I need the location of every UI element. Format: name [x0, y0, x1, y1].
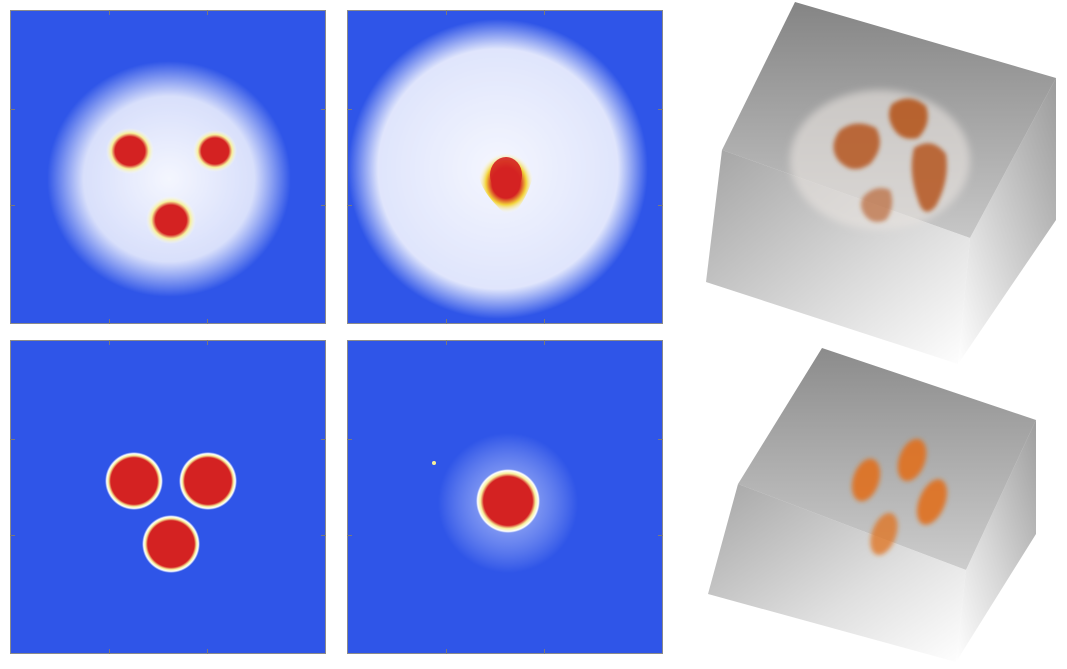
cube-face — [956, 420, 1036, 662]
axis-tick — [10, 439, 15, 440]
axis-tick — [207, 340, 208, 345]
density-field — [348, 11, 662, 323]
axis-tick — [347, 109, 352, 110]
density-field — [11, 341, 325, 653]
axis-tick — [658, 109, 663, 110]
axis-tick — [10, 109, 15, 110]
density-field — [11, 11, 325, 323]
density-core — [105, 452, 163, 510]
volume-blob — [897, 438, 927, 482]
density-core — [142, 515, 200, 573]
axis-tick — [658, 205, 663, 206]
axis-tick — [544, 319, 545, 324]
cube-face — [708, 484, 966, 662]
cube-face — [958, 78, 1056, 364]
volume-blob — [911, 143, 947, 212]
axis-tick — [207, 10, 208, 15]
axis-tick — [347, 535, 352, 536]
axis-tick — [10, 535, 15, 536]
density-panel-bottom-left — [10, 340, 326, 654]
density-core — [106, 128, 154, 174]
volume-blob — [833, 123, 880, 170]
density-field — [348, 341, 662, 653]
axis-tick — [321, 535, 326, 536]
axis-tick — [544, 10, 545, 15]
axis-tick — [446, 340, 447, 345]
density-core — [193, 130, 237, 172]
axis-tick — [109, 340, 110, 345]
axis-tick — [544, 649, 545, 654]
density-core — [490, 157, 522, 193]
axis-tick — [109, 10, 110, 15]
density-core — [146, 196, 196, 244]
density-core — [179, 452, 237, 510]
density-panel-bottom-middle — [347, 340, 663, 654]
axis-tick — [207, 649, 208, 654]
volume-blob — [851, 458, 881, 502]
density-panel-top-middle — [347, 10, 663, 324]
axis-tick — [347, 205, 352, 206]
volume-blob — [889, 98, 928, 139]
volume-blob — [916, 479, 948, 525]
volume-render-bottom-right — [700, 344, 1045, 666]
cube-face — [738, 348, 1036, 570]
axis-tick — [446, 319, 447, 324]
axis-tick — [109, 319, 110, 324]
axis-tick — [544, 340, 545, 345]
axis-tick — [207, 319, 208, 324]
volume-blob — [861, 188, 893, 222]
axis-tick — [658, 439, 663, 440]
volume-blob — [870, 512, 898, 556]
volume-render-top-right — [700, 0, 1060, 366]
cube-face — [706, 150, 970, 364]
density-panel-top-left — [10, 10, 326, 324]
axis-tick — [446, 649, 447, 654]
axis-tick — [347, 439, 352, 440]
axis-tick — [321, 205, 326, 206]
axis-tick — [446, 10, 447, 15]
density-core — [476, 469, 540, 533]
axis-tick — [321, 109, 326, 110]
axis-tick — [321, 439, 326, 440]
axis-tick — [658, 535, 663, 536]
axis-tick — [109, 649, 110, 654]
axis-tick — [10, 205, 15, 206]
